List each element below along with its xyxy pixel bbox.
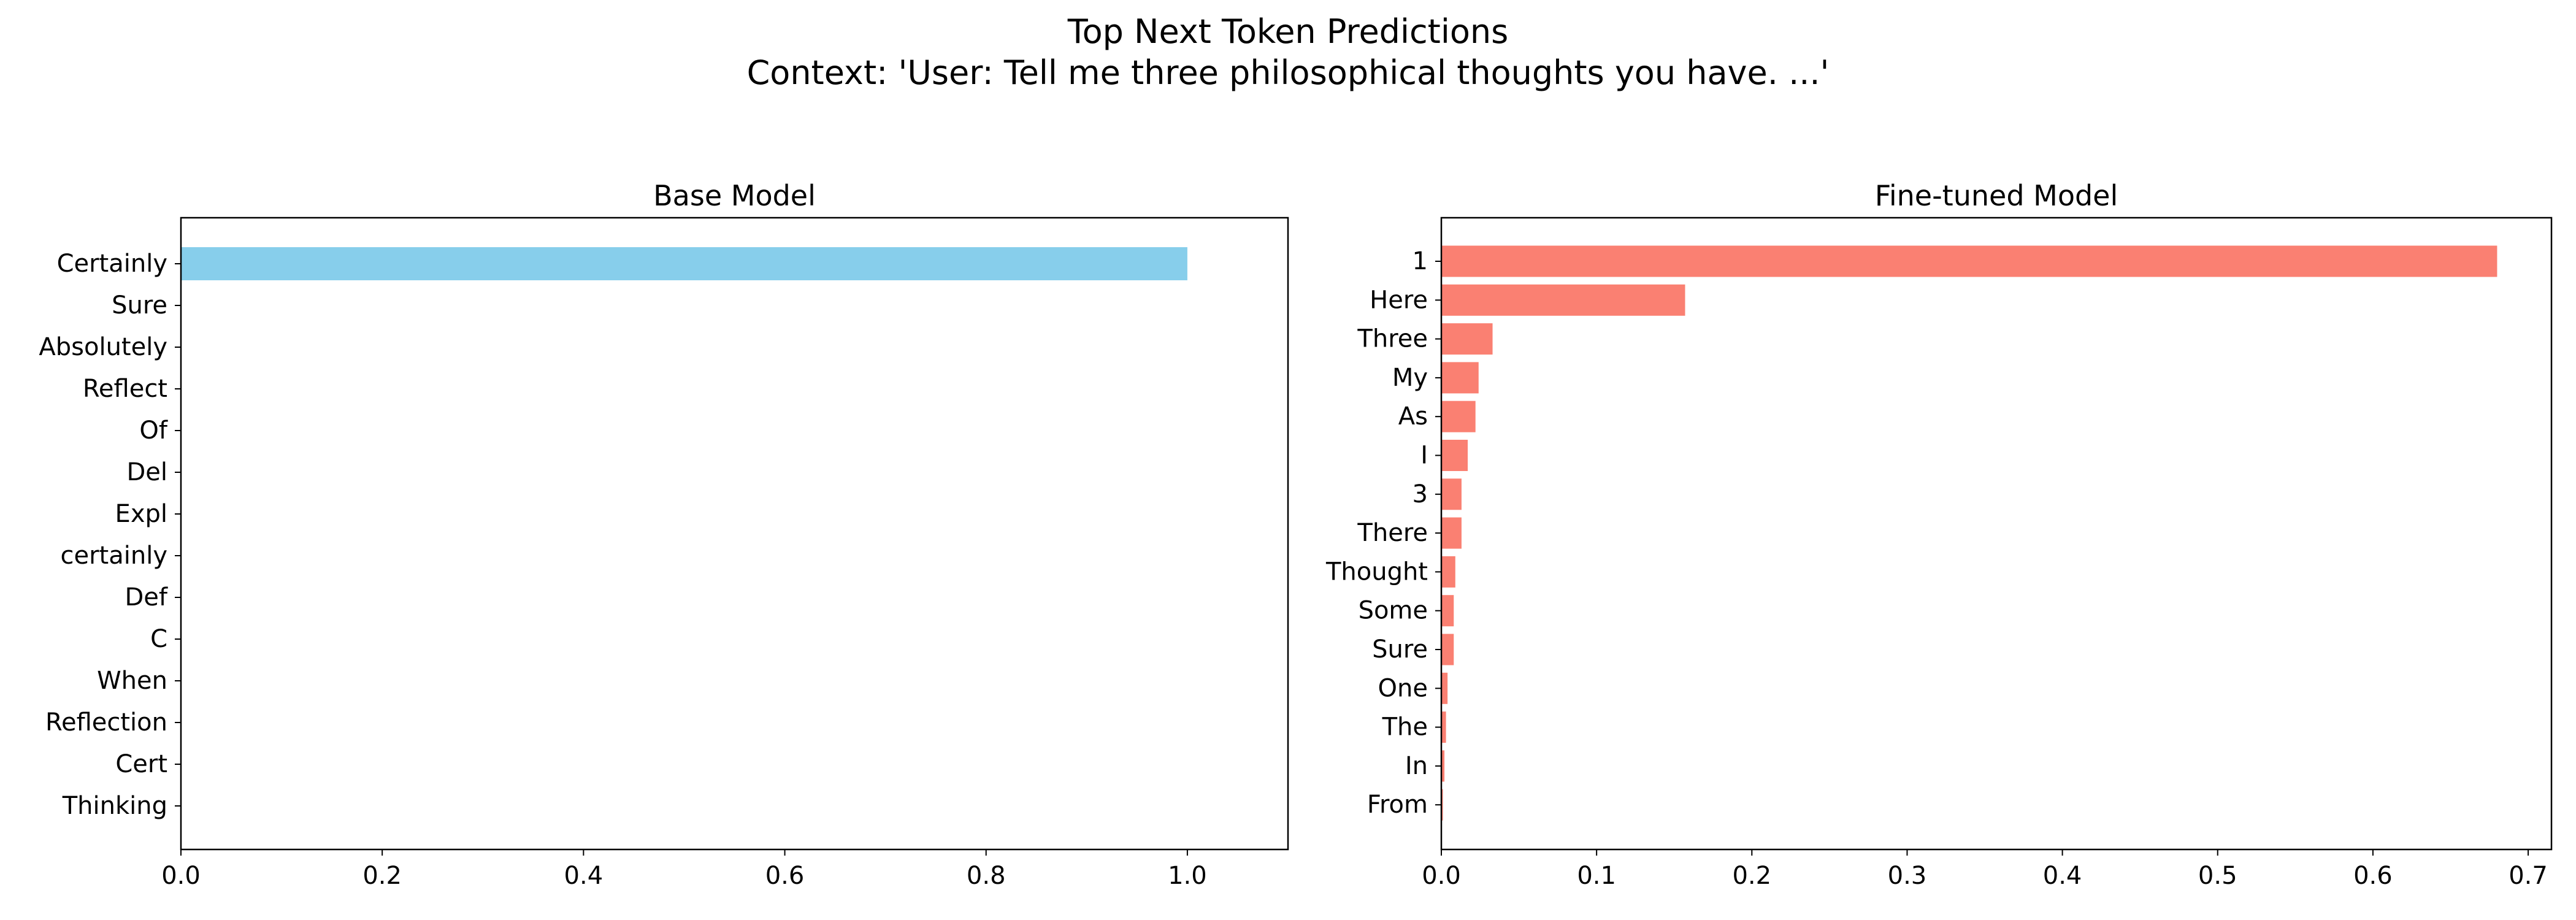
fine-tuned-model-bar (1441, 750, 1445, 782)
fine-tuned-model-bar (1441, 556, 1455, 588)
fine-tuned-model-ytick-label: As (1398, 402, 1428, 431)
fine-tuned-model-xtick-label: 0.5 (2198, 862, 2237, 890)
fine-tuned-model-ytick-label: There (1357, 519, 1428, 547)
base-model-ytick-label: Absolutely (39, 333, 167, 361)
base-model-title: Base Model (653, 179, 816, 212)
base-model-ytick-label: Thinking (62, 792, 167, 820)
fine-tuned-model-bar (1441, 595, 1454, 627)
fine-tuned-model-bar (1441, 517, 1462, 549)
fine-tuned-model-ytick-label: The (1382, 713, 1428, 742)
base-model-ytick-label: When (97, 667, 167, 695)
fine-tuned-model-ytick-label: Sure (1372, 635, 1428, 664)
fine-tuned-model-ytick-label: My (1392, 364, 1428, 392)
fine-tuned-model-xtick-label: 0.4 (2043, 862, 2082, 890)
fine-tuned-model-ytick-label: Some (1359, 597, 1428, 625)
chart-panels: Certainly Sure Absolutely Reflect Of Del Expl c… (39, 179, 2553, 890)
base-model-ytick-label: Def (125, 583, 168, 611)
figure-title-line1: Top Next Token Predictions (1067, 12, 1508, 51)
fine-tuned-model-bar (1441, 634, 1454, 665)
fine-tuned-model-bar (1441, 362, 1479, 394)
base-model-ytick-label: Sure (112, 291, 167, 320)
base-model-ytick-label: Reflect (83, 375, 167, 403)
base-model-xtick-label: 1.0 (1168, 862, 1207, 890)
fine-tuned-model-xtick-label: 0.1 (1577, 862, 1616, 890)
figure-title-line2: Context: 'User: Tell me three philosophi… (747, 53, 1830, 92)
fine-tuned-model-ytick-label: I (1420, 442, 1428, 470)
base-model-ytick-label: Certainly (57, 250, 167, 278)
base-model-xtick-label: 0.8 (967, 862, 1006, 890)
fine-tuned-model-bar (1441, 478, 1462, 510)
fine-tuned-model-bar (1441, 323, 1493, 355)
fine-tuned-model-bar (1441, 711, 1446, 743)
fine-tuned-model-ytick-label: 3 (1413, 480, 1428, 508)
base-model-xtick-label: 0.2 (362, 862, 402, 890)
fine-tuned-model-bar (1441, 284, 1685, 316)
fine-tuned-model-ytick-label: One (1378, 674, 1428, 702)
base-model-xtick-label: 0.4 (564, 862, 604, 890)
fine-tuned-model-bar (1441, 672, 1448, 704)
fine-tuned-model-title: Fine-tuned Model (1875, 179, 2118, 212)
base-model-ytick-label: certainly (61, 542, 168, 570)
base-model-ytick-label: Expl (115, 500, 167, 528)
fine-tuned-model-ytick-label: Three (1357, 325, 1428, 353)
fine-tuned-model-xtick-label: 0.3 (1888, 862, 1927, 890)
fine-tuned-model-bar (1441, 245, 2497, 277)
fine-tuned-model-ytick-label: From (1367, 791, 1428, 819)
fine-tuned-model-ytick-label: Thought (1325, 558, 1428, 586)
base-model-axes-frame (180, 217, 1289, 851)
fine-tuned-model-xtick-label: 0.7 (2509, 862, 2548, 890)
base-model-xtick-label: 0.0 (161, 862, 201, 890)
fine-tuned-model-bar (1441, 789, 1443, 821)
fine-tuned-model-xtick-label: 0.2 (1732, 862, 1771, 890)
base-model-bar (181, 247, 1187, 280)
fine-tuned-model-ytick-label: Here (1370, 286, 1428, 314)
fine-tuned-model-xtick-label: 0.0 (1422, 862, 1461, 890)
fine-tuned-model-bar (1441, 440, 1468, 471)
base-model-ytick-label: Cert (115, 750, 167, 778)
fine-tuned-model-ytick-label: 1 (1413, 247, 1428, 275)
base-model-ytick-label: Of (139, 416, 167, 445)
fine-tuned-model-xtick-label: 0.6 (2353, 862, 2393, 890)
base-model-ytick-label: Del (126, 458, 167, 486)
base-model-ytick-label: Reflection (45, 708, 167, 737)
base-model-ytick-label: C (150, 625, 167, 653)
fine-tuned-model-panel: 1 Here Three My As I 3 There Thought Some Sure One T… (1325, 179, 2553, 890)
base-model-panel: Certainly Sure Absolutely Reflect Of Del Expl c… (39, 179, 1289, 890)
fine-tuned-model-bar (1441, 401, 1476, 432)
base-model-xtick-label: 0.6 (765, 862, 805, 890)
fine-tuned-model-ytick-label: In (1405, 752, 1428, 780)
